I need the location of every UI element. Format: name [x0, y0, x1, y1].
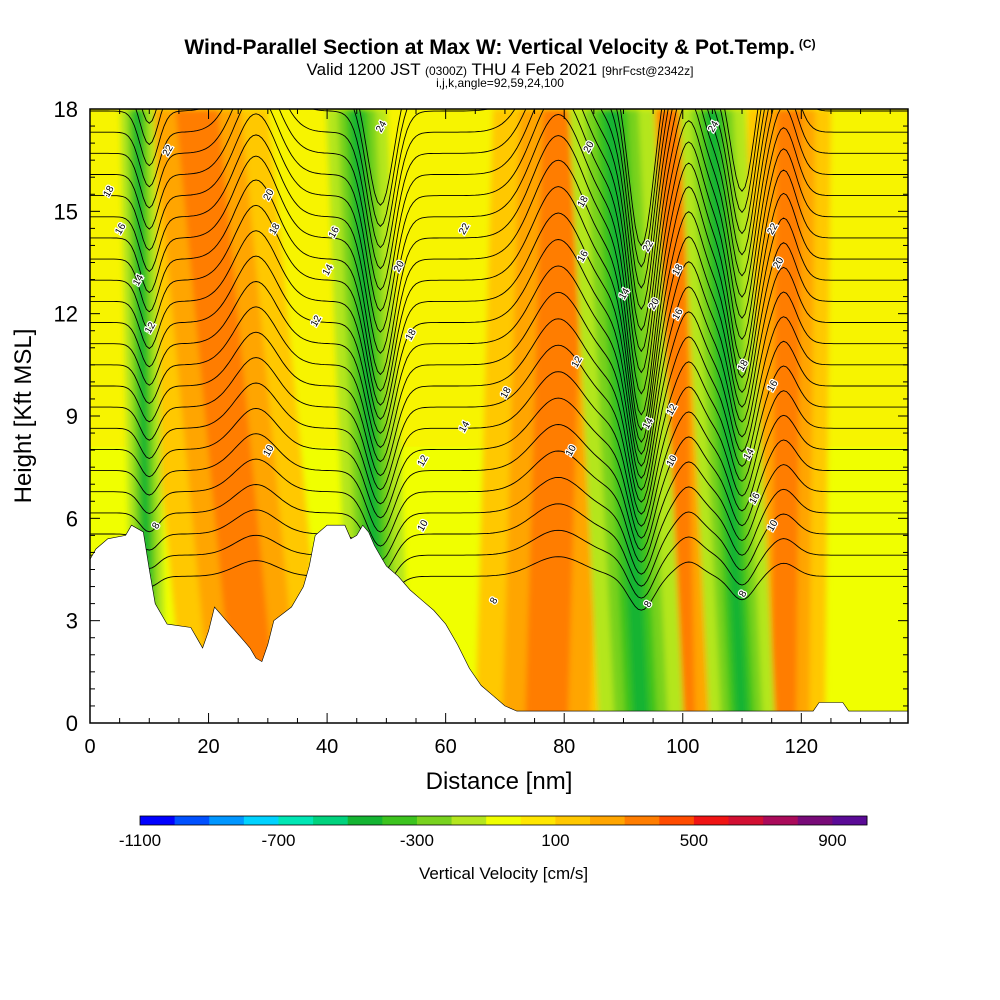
updraft-band-0-layer-2 [175, 109, 278, 723]
plot-area [90, 109, 908, 723]
isentrope-line [90, 371, 908, 527]
valid-time: Valid 1200 JST [306, 60, 421, 79]
chart-title: Wind-Parallel Section at Max W: Vertical… [0, 36, 1000, 60]
colorbar-swatch [278, 816, 314, 825]
isentrope-line [90, 476, 908, 575]
axes: 0 20 40 60 80 100 120 0 3 6 9 12 15 18 [54, 97, 909, 758]
colorbar-swatch [486, 816, 522, 825]
isentrope-line [90, 186, 908, 443]
colorbar-swatch [728, 816, 764, 825]
colorbar-swatch [174, 816, 210, 825]
isentrope-line [90, 344, 908, 515]
colorbar-tick-label: -700 [261, 831, 295, 850]
colorbar-swatch [555, 816, 591, 825]
x-tick-label: 100 [666, 736, 699, 758]
y-tick-label: 3 [66, 609, 78, 634]
colorbar-swatch [693, 816, 730, 825]
colorbar-swatch [659, 816, 695, 825]
colorbar-swatch [313, 816, 349, 825]
x-tick-label: 40 [316, 736, 338, 758]
downdraft-band-1-layer-3 [603, 109, 650, 723]
y-tick-label: 0 [66, 711, 78, 736]
x-tick-label: 80 [553, 736, 575, 758]
downdraft-band-2-layer-3 [706, 109, 749, 723]
colorbar-tick-label: 900 [818, 831, 846, 850]
section-indices: i,j,k,angle=92,59,24,100 [436, 76, 564, 90]
colorbar-tick-label: -1100 [119, 831, 161, 850]
colorbar-tick-label: 500 [680, 831, 708, 850]
isentrope-lines [90, 109, 908, 611]
isentrope-line [90, 114, 908, 395]
colorbar-swatch [451, 816, 487, 825]
colorbar-swatch [140, 816, 176, 825]
colorbar-swatch [416, 816, 453, 825]
valid-date: THU 4 Feb 2021 [471, 60, 598, 79]
isentrope-line [90, 239, 908, 467]
x-axis-label: Distance [nm] [425, 768, 573, 795]
colorbar-tick-label: 100 [541, 831, 569, 850]
isentrope-line [90, 424, 908, 551]
valid-zone: (0300Z) [425, 64, 468, 78]
colorbar-swatch [624, 816, 660, 825]
x-tick-label: 120 [785, 736, 818, 758]
colorbar: -1100 -700 -300 100 500 900 [119, 815, 868, 850]
colorbar-swatch [832, 816, 868, 825]
terrain [90, 524, 908, 723]
y-tick-label: 6 [66, 506, 78, 531]
isentrope-line [90, 556, 908, 611]
title-text: Wind-Parallel Section at Max W: Vertical… [184, 36, 795, 59]
isentrope-line [90, 265, 908, 479]
isentrope-line [90, 503, 908, 587]
colorbar-swatch [590, 816, 626, 825]
x-tick-label: 20 [197, 736, 219, 758]
isentrope-line [90, 450, 908, 563]
isentrope-line [90, 109, 908, 332]
isentrope-line [90, 109, 908, 374]
colorbar-swatch [797, 816, 833, 825]
updraft-band-1-layer-2 [525, 109, 586, 723]
colorbar-swatch [243, 816, 279, 825]
y-tick-label: 18 [54, 97, 78, 122]
isentrope-line [90, 109, 908, 353]
y-tick-label: 15 [54, 199, 78, 224]
isentrope-line [90, 529, 908, 599]
isentrope-line [90, 397, 908, 539]
y-tick-label: 12 [54, 302, 78, 327]
colorbar-title: Vertical Velocity [cm/s] [418, 864, 589, 883]
isentrope-line [90, 135, 908, 416]
colorbar-swatch [763, 816, 799, 825]
colorbar-swatch [347, 816, 383, 825]
copyright-mark: (C) [798, 37, 816, 51]
isentrope-line [90, 212, 908, 455]
x-tick-label: 0 [84, 736, 95, 758]
y-axis-label: Height [Kft MSL] [10, 328, 37, 504]
forecast-info: [9hrFcst@2342z] [601, 64, 694, 78]
colorbar-swatch [382, 816, 418, 825]
isentrope-line [90, 318, 908, 503]
colorbar-frame [139, 815, 868, 826]
isentrope-line [90, 109, 908, 310]
colorbar-swatch [209, 816, 245, 825]
colorbar-tick-label: -300 [400, 831, 434, 850]
colorbar-swatch [520, 816, 556, 825]
y-tick-label: 9 [66, 404, 78, 429]
chart-subtitle: Valid 1200 JST (0300Z) THU 4 Feb 2021 [9… [0, 60, 1000, 80]
isentrope-line [90, 159, 908, 431]
x-tick-label: 60 [435, 736, 457, 758]
isentrope-line [90, 291, 908, 491]
